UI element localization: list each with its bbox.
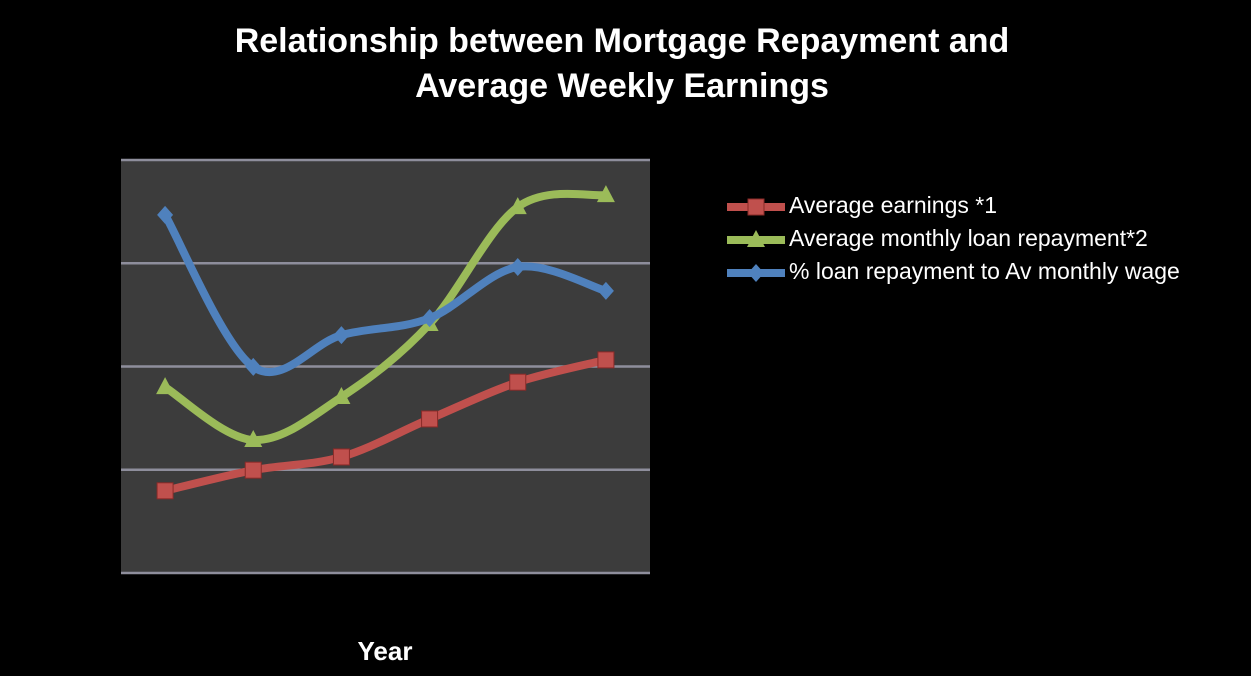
data-point bbox=[156, 377, 175, 395]
x-axis-label: Year bbox=[358, 636, 413, 666]
data-point bbox=[245, 357, 262, 376]
data-point bbox=[156, 482, 174, 500]
data-point bbox=[157, 205, 174, 224]
data-point bbox=[332, 387, 351, 405]
data-point bbox=[333, 326, 350, 345]
data-point bbox=[244, 461, 262, 479]
legend-marker bbox=[747, 230, 765, 247]
data-point bbox=[509, 257, 526, 276]
legend-label: Average earnings *1 bbox=[789, 192, 997, 218]
legend-label: Average monthly loan repayment*2 bbox=[789, 225, 1148, 251]
data-point bbox=[597, 351, 615, 369]
data-point bbox=[244, 430, 263, 448]
data-point bbox=[509, 373, 527, 391]
legend-marker bbox=[747, 198, 765, 216]
data-point bbox=[597, 281, 614, 300]
legend-label: % loan repayment to Av monthly wage bbox=[789, 258, 1180, 284]
data-point bbox=[508, 197, 527, 215]
legend-marker bbox=[748, 264, 764, 282]
data-point bbox=[421, 309, 438, 328]
data-point bbox=[421, 410, 439, 428]
series-line bbox=[164, 356, 607, 495]
data-point bbox=[596, 185, 615, 203]
chart-title: Average Weekly Earnings bbox=[415, 67, 829, 105]
data-point bbox=[332, 448, 350, 466]
chart-title: Relationship between Mortgage Repayment … bbox=[235, 22, 1010, 60]
